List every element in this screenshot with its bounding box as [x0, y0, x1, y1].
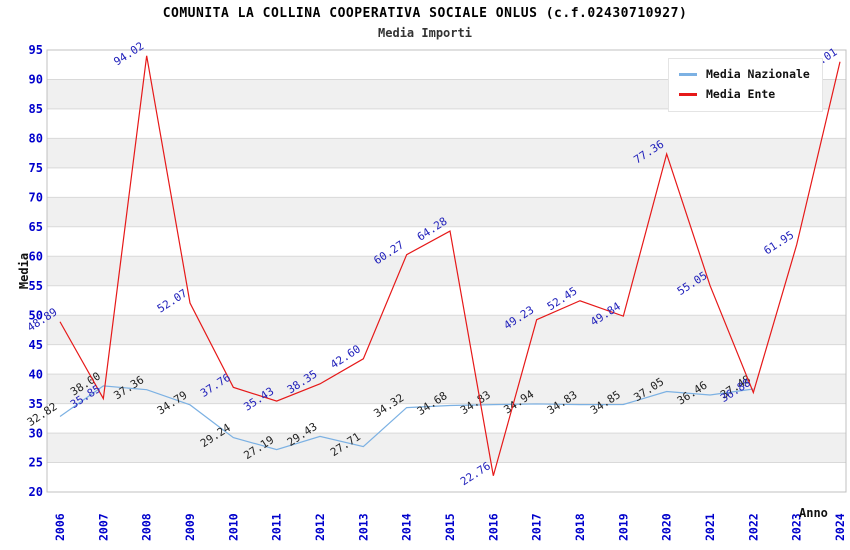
y-tick-label: 85	[29, 102, 43, 116]
legend-item-media-nazionale: Media Nazionale	[679, 64, 810, 84]
y-tick-label: 95	[29, 43, 43, 57]
y-tick-label: 40	[29, 367, 43, 381]
x-tick-label: 2007	[96, 513, 110, 541]
y-tick-label: 30	[29, 426, 43, 440]
y-axis-labels: 20 25 30 35 40 45 50 55 60 65 70 75 80 85 90 95	[29, 43, 43, 499]
series-line-media-nazionale	[59, 385, 754, 451]
y-axis-title: Media	[17, 253, 31, 289]
x-tick-label: 2009	[183, 513, 197, 541]
x-tick-label: 2020	[660, 513, 674, 541]
x-tick-label: 2021	[703, 513, 717, 541]
y-tick-label: 25	[29, 456, 43, 470]
plot-bands	[47, 79, 846, 463]
x-tick-label: 2012	[313, 513, 327, 541]
y-tick-label: 90	[29, 73, 43, 87]
x-axis-title: Anno	[799, 506, 828, 520]
data-label-media-ente: 42.60	[328, 342, 363, 371]
plot-band	[47, 256, 846, 286]
x-axis-labels: 2006 2007 2008 2009 2010 2011 2012 2013 2014 2015…	[53, 513, 847, 541]
legend-label-media-nazionale: Media Nazionale	[706, 67, 810, 81]
data-label-media-ente: 94.02	[111, 39, 146, 68]
x-tick-label: 2024	[833, 513, 847, 541]
plot-band	[47, 197, 846, 227]
x-tick-label: 2017	[530, 513, 544, 541]
series-line-media-ente	[59, 55, 841, 476]
y-tick-label: 70	[29, 191, 43, 205]
plot-band	[47, 374, 846, 404]
plot-band	[47, 433, 846, 463]
plot-border	[46, 49, 847, 493]
legend-swatch-media-ente	[679, 92, 697, 96]
x-tick-label: 2011	[270, 513, 284, 541]
x-tick-label: 2016	[486, 513, 500, 541]
y-tick-label: 65	[29, 220, 43, 234]
legend-item-media-ente: Media Ente	[679, 84, 810, 104]
x-tick-label: 2010	[226, 513, 240, 541]
plot-band	[47, 138, 846, 168]
x-tick-label: 2013	[356, 513, 370, 541]
legend-swatch-media-nazionale	[679, 72, 697, 76]
plot-band	[47, 315, 846, 345]
y-tick-label: 80	[29, 132, 43, 146]
legend-label-media-ente: Media Ente	[706, 87, 776, 101]
x-tick-label: 2023	[790, 513, 804, 541]
x-tick-label: 2018	[573, 513, 587, 541]
x-tick-label: 2006	[53, 513, 67, 541]
chart-subtitle: Media Importi	[378, 26, 472, 40]
x-tick-label: 2014	[400, 513, 414, 541]
data-label-media-ente: 22.76	[458, 459, 493, 488]
data-label-media-ente: 52.07	[155, 287, 190, 316]
legend: Media Nazionale Media Ente	[668, 58, 823, 112]
y-tick-label: 20	[29, 485, 43, 499]
y-tick-label: 45	[29, 338, 43, 352]
x-tick-label: 2022	[746, 513, 760, 541]
x-tick-label: 2019	[616, 513, 630, 541]
data-label-media-ente: 61.95	[761, 228, 796, 257]
y-tick-label: 60	[29, 249, 43, 263]
y-tick-label: 55	[29, 279, 43, 293]
chart-title: COMUNITA LA COLLINA COOPERATIVA SOCIALE …	[162, 6, 688, 21]
x-tick-label: 2008	[140, 513, 154, 541]
x-tick-label: 2015	[443, 513, 457, 541]
y-tick-label: 50	[29, 308, 43, 322]
y-tick-label: 35	[29, 397, 43, 411]
y-tick-label: 75	[29, 161, 43, 175]
